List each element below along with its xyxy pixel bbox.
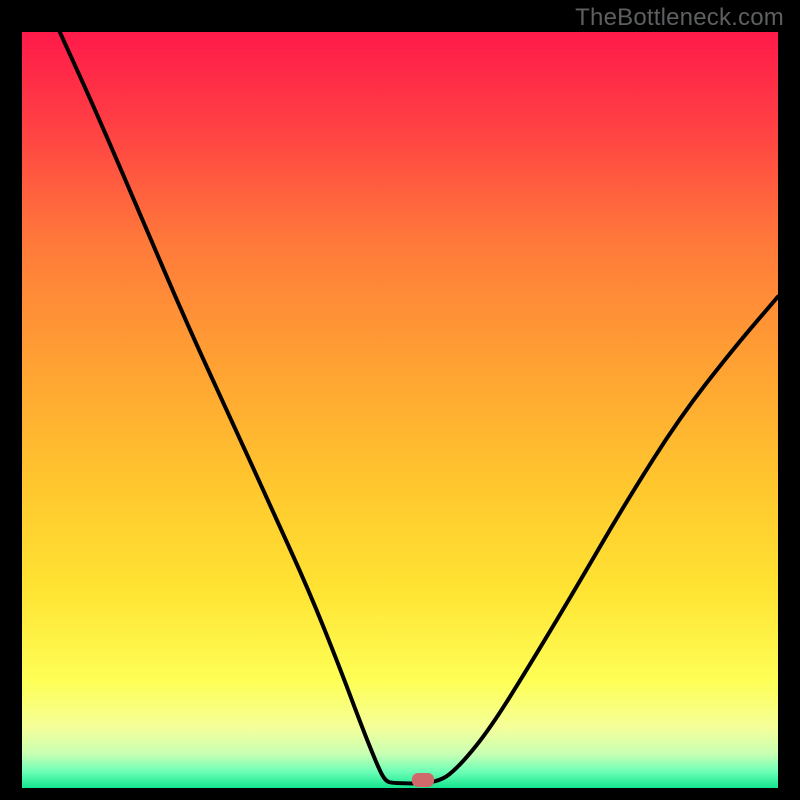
watermark-label: TheBottleneck.com [575, 4, 784, 32]
trough-marker [412, 773, 434, 787]
bottleneck-curve [22, 32, 778, 788]
chart-frame: TheBottleneck.com [0, 0, 800, 800]
plot-area [22, 32, 778, 788]
